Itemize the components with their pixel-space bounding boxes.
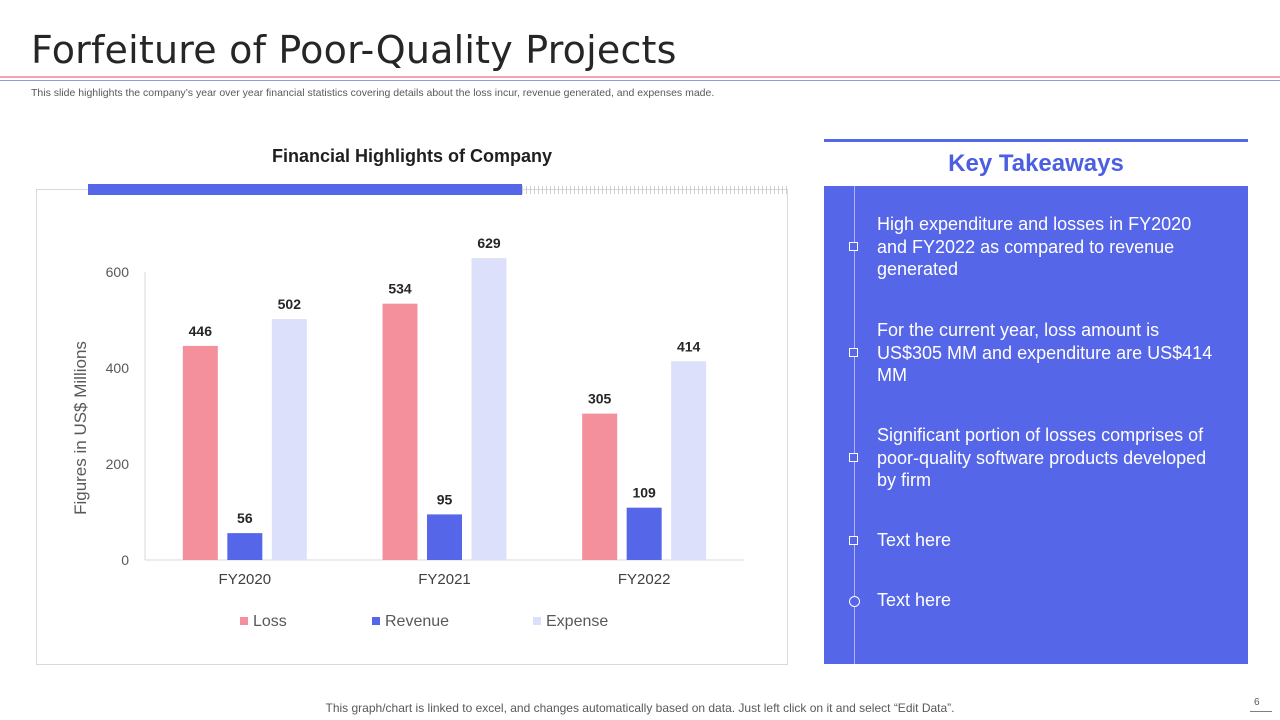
square-bullet-icon: [849, 453, 858, 462]
y-tick-label: 600: [106, 264, 130, 280]
slide-subtitle: This slide highlights the company’s year…: [31, 87, 715, 99]
progress-remainder: [522, 186, 788, 194]
takeaways-timeline-line: [854, 186, 855, 664]
data-label: 305: [588, 391, 612, 407]
bar-loss-fy2021[interactable]: [382, 303, 418, 560]
square-bullet-icon: [849, 536, 858, 545]
data-label: 109: [632, 485, 656, 501]
bar-revenue-fy2021[interactable]: [427, 514, 462, 560]
takeaway-item-1: High expenditure and losses in FY2020 an…: [877, 214, 1192, 279]
bar-chart[interactable]: 0 200 400 600 Figures in US$ Millions 446 56 50…: [0, 0, 800, 680]
progress-fill: [88, 184, 522, 195]
data-label: 446: [189, 323, 213, 339]
legend-label-expense: Expense: [546, 613, 608, 630]
data-label: 502: [278, 296, 302, 312]
takeaways-top-rule: [824, 139, 1248, 142]
page-number-underline: [1250, 711, 1272, 712]
legend-swatch-loss: [240, 617, 248, 625]
bar-expense-fy2020[interactable]: [271, 319, 307, 560]
square-bullet-icon: [849, 348, 858, 357]
data-label: 56: [237, 510, 253, 526]
legend-label-revenue: Revenue: [385, 613, 449, 630]
legend-swatch-revenue: [372, 617, 380, 625]
bar-revenue-fy2020[interactable]: [227, 533, 263, 560]
footer-note: This graph/chart is linked to excel, and…: [325, 701, 955, 715]
takeaway-item-4: Text here: [877, 530, 952, 550]
takeaways-heading: Key Takeaways: [948, 150, 1124, 177]
legend-label-loss: Loss: [253, 613, 287, 630]
data-label: 95: [437, 491, 453, 507]
bar-revenue-fy2022[interactable]: [626, 507, 662, 560]
title-divider-red: [0, 76, 1280, 78]
data-label: 534: [388, 281, 412, 297]
takeaway-item-2: For the current year, loss amount is US$…: [877, 320, 1213, 385]
bar-loss-fy2022[interactable]: [582, 413, 618, 560]
square-bullet-icon: [849, 242, 858, 251]
chart-title: Financial Highlights of Company: [271, 146, 552, 166]
x-tick-label: FY2020: [219, 571, 272, 588]
chart-progress-bar: [88, 184, 788, 195]
x-tick-label: FY2022: [618, 571, 671, 588]
y-tick-label: 400: [106, 360, 130, 376]
y-axis-title: Figures in US$ Millions: [71, 341, 90, 515]
page-number: 6: [1254, 697, 1260, 708]
data-label: 414: [677, 338, 701, 354]
bar-expense-fy2022[interactable]: [671, 361, 707, 560]
data-label: 629: [477, 235, 501, 251]
y-tick-label: 0: [121, 552, 129, 568]
bar-loss-fy2020[interactable]: [182, 345, 218, 560]
y-tick-label: 200: [106, 456, 130, 472]
slide-title: Forfeiture of Poor-Quality Projects: [31, 28, 677, 72]
x-tick-label: FY2021: [418, 571, 471, 588]
title-divider-blue: [0, 80, 1280, 81]
takeaway-item-5: Text here: [877, 590, 952, 610]
takeaway-item-3: Significant portion of losses comprises …: [877, 425, 1207, 490]
bar-expense-fy2021[interactable]: [471, 258, 507, 560]
circle-bullet-icon: [849, 596, 860, 607]
takeaways-panel: [824, 186, 1248, 664]
legend-swatch-expense: [533, 617, 541, 625]
